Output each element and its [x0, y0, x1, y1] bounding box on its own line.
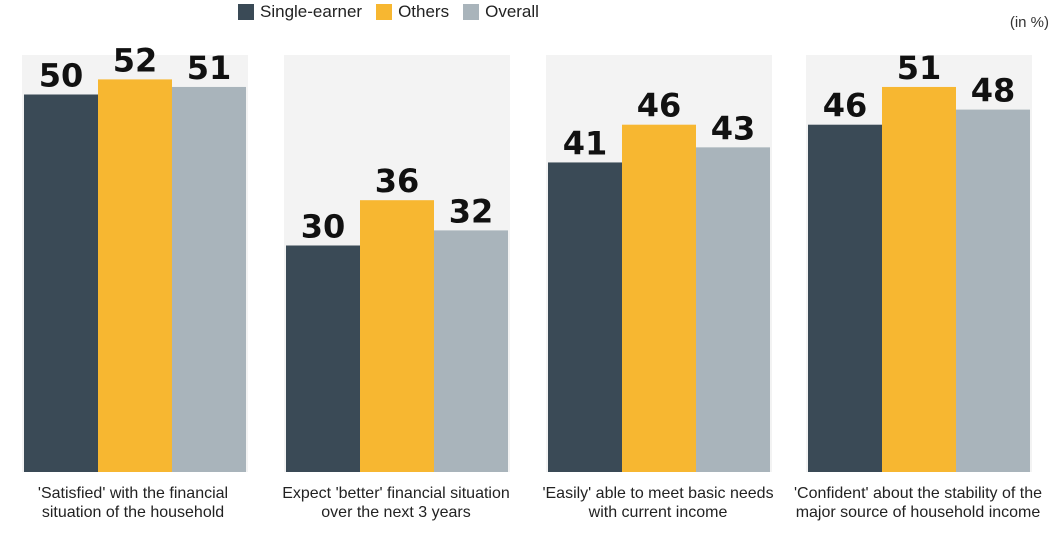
data-label: 50	[39, 57, 84, 95]
legend-swatch	[376, 4, 393, 20]
bar-overall-2	[696, 147, 770, 472]
data-label: 30	[301, 208, 346, 246]
data-label: 41	[563, 124, 608, 162]
bar-others-0	[98, 79, 172, 473]
bar-overall-0	[172, 86, 246, 472]
bar-others-1	[360, 200, 434, 472]
bar-overall-1	[434, 230, 508, 472]
category-label-easily: 'Easily' able to meet basic needs with c…	[542, 485, 774, 521]
data-label: 46	[637, 87, 682, 125]
category-label-better: Expect 'better' financial situation over…	[282, 485, 510, 521]
bar-single-earner-0	[24, 94, 98, 472]
bar-single-earner-2	[548, 162, 622, 472]
data-label: 51	[897, 49, 942, 87]
bar-others-3	[882, 86, 956, 472]
legend-label: Single-earner	[260, 2, 363, 21]
data-label: 43	[711, 109, 756, 147]
data-label: 46	[823, 87, 868, 125]
legend-item-overall: Overall	[463, 2, 539, 22]
category-label-confident: 'Confident' about the stability of the m…	[793, 485, 1043, 521]
data-label: 48	[971, 72, 1016, 110]
legend-item-single-earner: Single-earner	[238, 2, 362, 22]
data-label: 32	[449, 192, 494, 230]
data-label: 51	[187, 49, 232, 87]
data-label: 52	[113, 41, 158, 79]
bar-single-earner-3	[808, 124, 882, 472]
legend-label: Others	[398, 2, 450, 21]
category-label-satisfied: 'Satisfied' with the financial situation…	[37, 485, 229, 521]
legend-swatch	[463, 4, 480, 20]
unit-note: (in %)	[1009, 14, 1049, 31]
chart-legend: Single-earner Others Overall	[238, 2, 539, 22]
data-label: 36	[375, 162, 420, 200]
legend-label: Overall	[485, 2, 539, 21]
bar-single-earner-1	[286, 245, 360, 472]
legend-item-others: Others	[376, 2, 449, 22]
bar-others-2	[622, 124, 696, 472]
bar-overall-3	[956, 109, 1030, 472]
legend-swatch	[238, 4, 254, 20]
